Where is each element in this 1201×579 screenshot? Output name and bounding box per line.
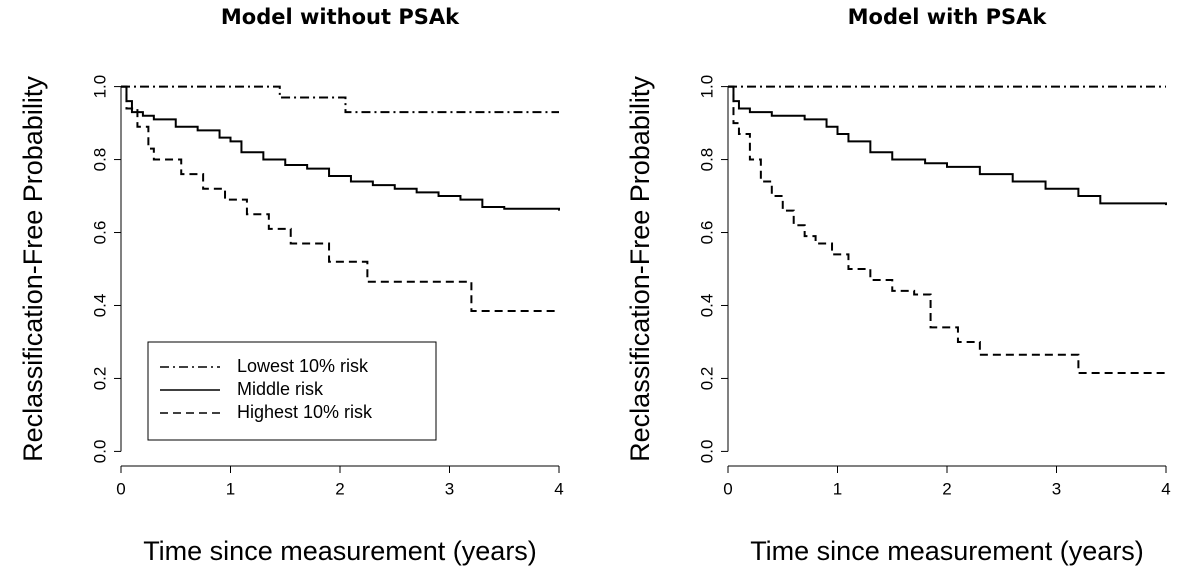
y-tick-label: 0.2 [697,367,716,391]
survival-line [728,85,1167,206]
legend-box [147,341,437,441]
survival-line [728,85,1166,374]
legend-label: Middle risk [237,379,324,399]
y-tick-label: 1.0 [90,75,109,99]
panel: Model without PSAk Time since measurement… [18,5,564,566]
y-tick-label: 0.6 [90,221,109,245]
survival-line [121,85,560,211]
y-tick-label: 0.4 [90,294,109,318]
y-tick-label: 0.0 [697,440,716,464]
y-axis-label: Reclassification-Free Probability [625,76,655,462]
x-tick-label: 0 [116,479,125,498]
y-tick-label: 0.2 [90,367,109,391]
y-axis-label: Reclassification-Free Probability [18,76,48,462]
survival-line [121,85,559,114]
chart-title: Model with PSAk [848,5,1048,29]
y-tick-label: 0.0 [90,440,109,464]
panel: Model with PSAk Time since measurement (y… [625,5,1171,566]
x-tick-label: 0 [723,479,732,498]
x-axis-label: Time since measurement (years) [750,536,1144,566]
survival-line [121,85,559,312]
y-tick-label: 0.6 [697,221,716,245]
y-tick-label: 1.0 [697,75,716,99]
x-tick-label: 3 [1052,479,1061,498]
legend-label: Highest 10% risk [237,402,373,422]
legend-label: Lowest 10% risk [237,356,369,376]
y-tick-label: 0.4 [697,294,716,318]
x-tick-label: 2 [335,479,344,498]
y-tick-label: 0.8 [90,148,109,172]
x-tick-label: 1 [226,479,235,498]
x-axis-label: Time since measurement (years) [143,536,537,566]
x-tick-label: 2 [942,479,951,498]
x-tick-label: 4 [554,479,563,498]
x-tick-label: 3 [445,479,454,498]
y-tick-label: 0.8 [697,148,716,172]
x-tick-label: 4 [1161,479,1170,498]
chart-title: Model without PSAk [221,5,460,29]
x-tick-label: 1 [833,479,842,498]
